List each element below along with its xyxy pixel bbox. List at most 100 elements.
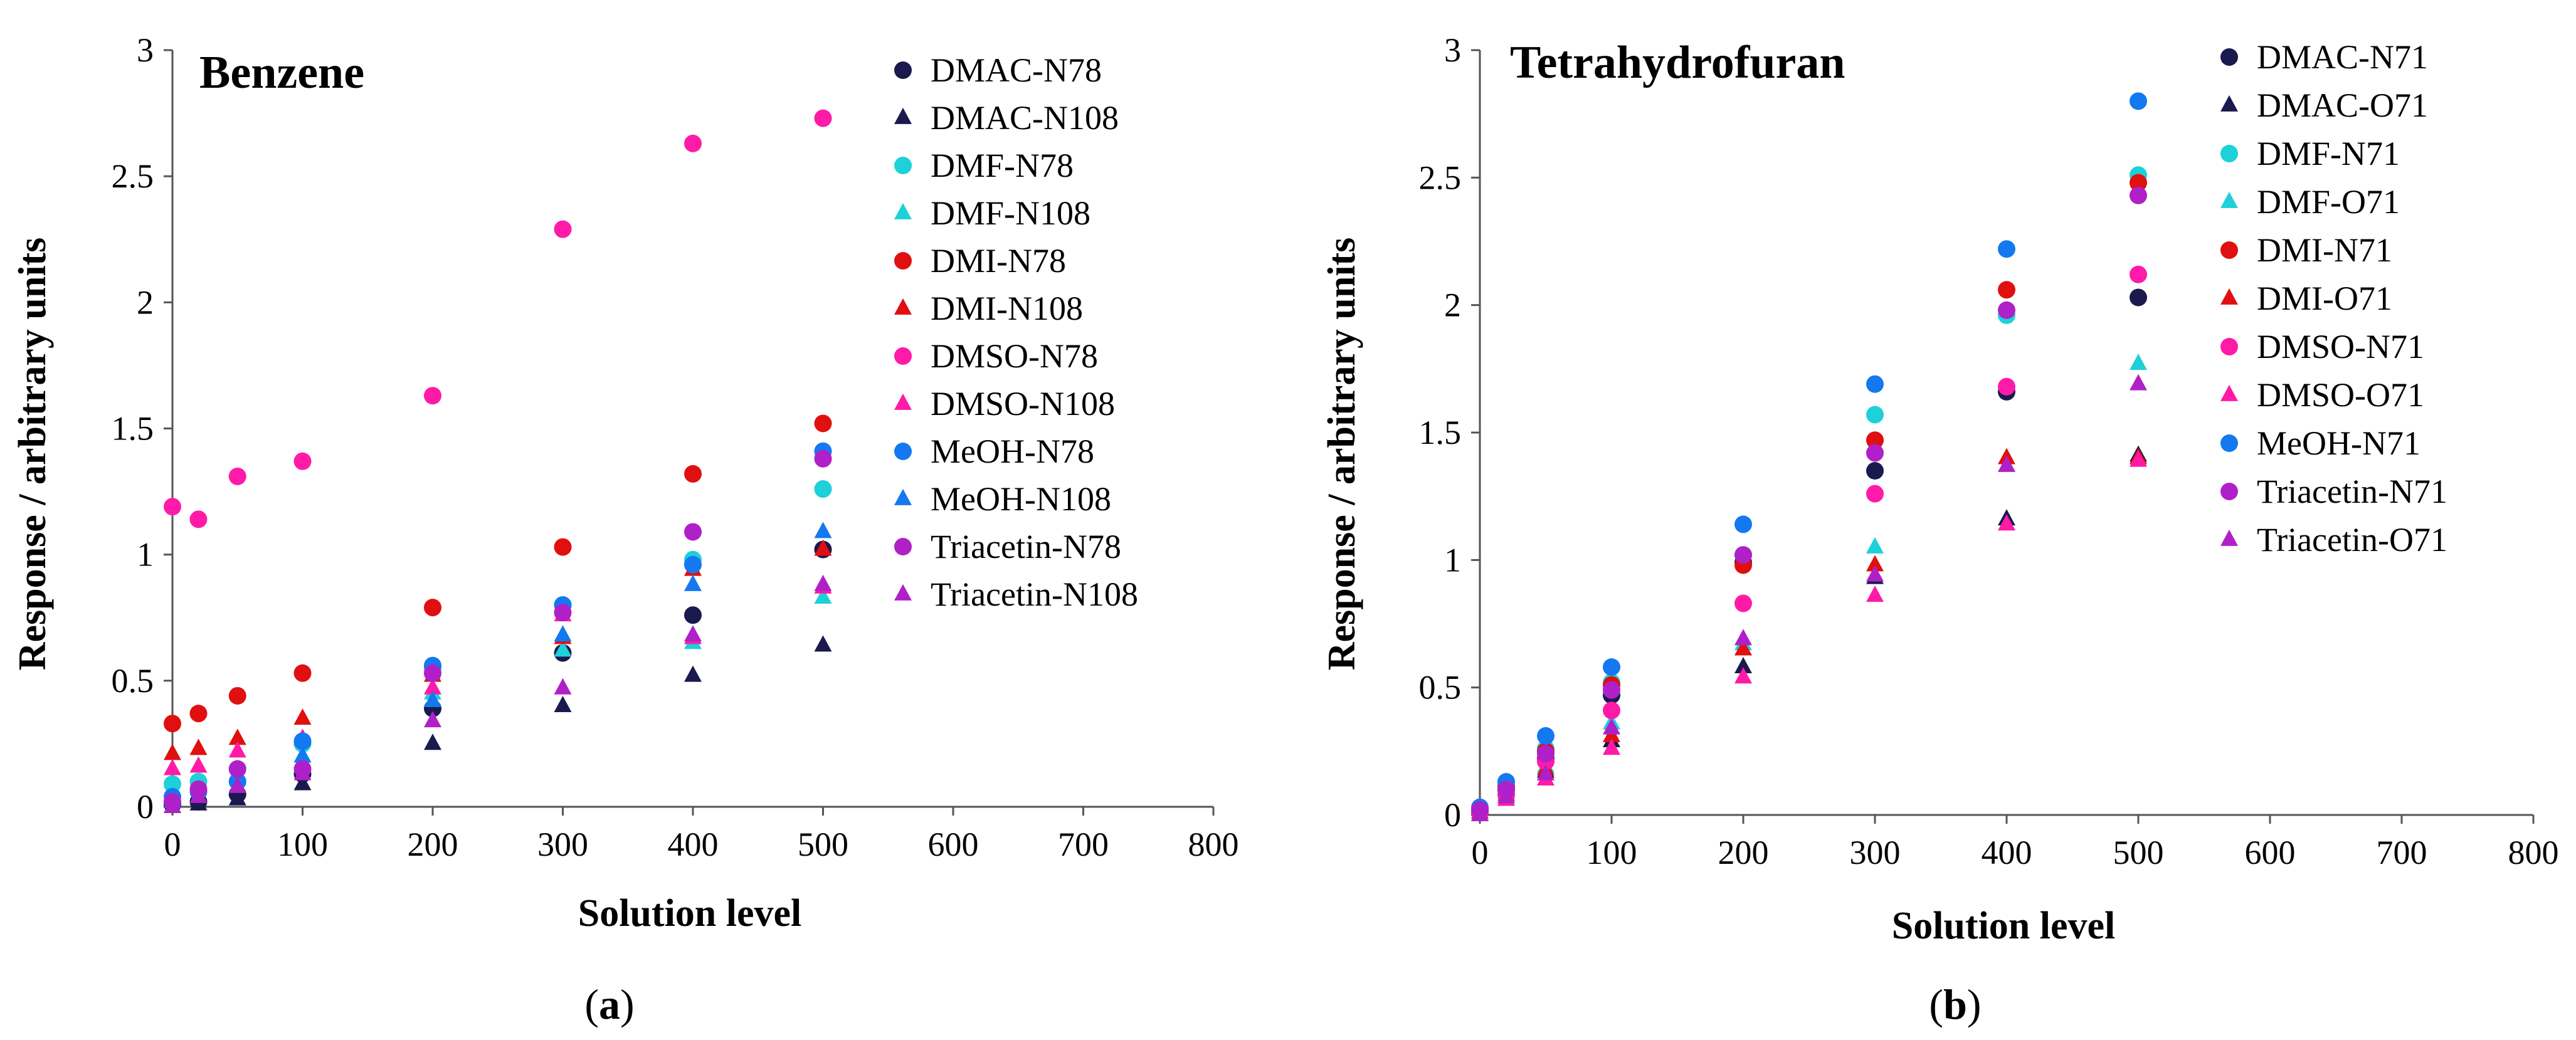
data-point-triangle [293, 774, 312, 791]
data-point-triangle [814, 635, 832, 652]
legend-label: DMSO-N78 [931, 337, 1098, 375]
legend-marker-triangle [894, 393, 912, 410]
legend-marker-triangle [2220, 95, 2238, 112]
legend-label: DMSO-N108 [931, 385, 1115, 423]
legend-marker-circle [894, 538, 912, 555]
legend-item: DMF-N71 [2220, 135, 2400, 172]
y-axis-title-a: Response / arbitrary units [11, 238, 54, 671]
series-dmac-n78 [164, 540, 832, 813]
data-point-circle [1734, 546, 1752, 564]
data-point-circle [684, 134, 702, 152]
data-point-triangle [1998, 455, 2015, 472]
legend-item: MeOH-N71 [2220, 424, 2420, 462]
series-dmf-n78 [164, 480, 832, 793]
x-tick-label: 300 [537, 826, 588, 863]
x-tick-label: 100 [1586, 834, 1637, 871]
y-tick-label: 2.5 [1419, 159, 1462, 196]
y-tick-label: 0.5 [112, 662, 154, 700]
x-tick-label: 0 [1472, 834, 1489, 871]
data-point-circle [1866, 406, 1884, 424]
data-point-circle [1866, 431, 1884, 449]
data-point-circle [1998, 240, 2015, 258]
data-point-triangle [2130, 354, 2147, 370]
legend-item: DMF-N108 [894, 194, 1090, 232]
data-point-triangle [1866, 586, 1884, 602]
x-tick-label: 400 [668, 826, 719, 863]
data-point-circle [814, 109, 832, 127]
legend-label: DMAC-N108 [931, 99, 1119, 137]
data-point-circle [684, 606, 702, 624]
data-point-circle [684, 465, 702, 483]
x-tick-label: 800 [2508, 834, 2559, 871]
data-point-triangle [1866, 555, 1884, 572]
y-tick-label: 1.5 [112, 410, 154, 448]
data-point-triangle [554, 695, 572, 712]
data-point-circle [554, 538, 572, 556]
series-triacetin-o71 [1471, 374, 2147, 821]
data-point-circle [814, 414, 832, 433]
legend-item: DMAC-O71 [2220, 87, 2428, 124]
data-point-triangle [228, 728, 246, 745]
series-dmso-o71 [1471, 450, 2147, 821]
data-point-triangle [684, 574, 702, 591]
data-point-circle [1998, 377, 2015, 396]
data-point-triangle [684, 625, 702, 642]
legend-item: DMI-N108 [894, 290, 1083, 327]
data-point-triangle [1734, 629, 1752, 646]
legend-marker-triangle [2220, 288, 2238, 305]
data-point-triangle [293, 764, 312, 780]
legend-item: DMAC-N108 [894, 99, 1119, 137]
data-point-circle [1866, 444, 1884, 462]
data-point-circle [554, 604, 572, 622]
legend-marker-circle [2220, 145, 2238, 162]
x-tick-label: 200 [408, 826, 458, 863]
data-point-triangle [164, 796, 181, 813]
legend-marker-triangle [894, 298, 912, 315]
series-dmso-n71 [1471, 265, 2147, 821]
y-tick-label: 3 [1444, 31, 1461, 69]
series-dmac-n71 [1471, 288, 2147, 821]
data-point-triangle [1998, 514, 2015, 531]
legend-item: DMSO-N108 [894, 385, 1115, 423]
data-point-circle [1603, 681, 1620, 699]
data-point-triangle [1866, 565, 1884, 582]
legend-label: DMSO-N71 [2257, 328, 2424, 365]
caption-a-open: ( [584, 980, 599, 1028]
legend-b: DMAC-N71 DMAC-O71 DMF-N71 DMF-O71 DMI-N71 DMI… [2220, 38, 2447, 559]
data-point-triangle [1734, 657, 1752, 674]
data-point-circle [1866, 375, 1884, 393]
data-point-circle [814, 449, 832, 468]
data-point-circle [2130, 265, 2147, 283]
x-tick-label: 500 [2113, 834, 2164, 871]
legend-a: DMAC-N78 DMAC-N108 DMF-N78 DMF-N108 DMI-N78 D… [894, 51, 1138, 613]
legend-label: DMF-N78 [931, 147, 1074, 184]
series-dmso-n78 [164, 109, 832, 528]
legend-marker-circle [894, 443, 912, 460]
legend-item: Triacetin-N78 [894, 528, 1121, 565]
data-point-circle [1537, 727, 1555, 745]
caption-a: (a) [584, 980, 634, 1028]
data-point-circle [1603, 701, 1620, 720]
data-point-triangle [164, 759, 181, 775]
y-tick-label: 2.5 [112, 157, 154, 195]
y-tick-label: 3 [137, 31, 154, 69]
legend-marker-triangle [2220, 191, 2238, 208]
legend-item: Triacetin-N108 [894, 575, 1138, 613]
data-point-triangle [164, 743, 181, 760]
data-point-circle [1998, 301, 2015, 319]
legend-label: DMAC-N71 [2257, 38, 2428, 76]
legend-marker-triangle [2220, 529, 2238, 546]
data-point-triangle [424, 690, 441, 707]
data-point-circle [1734, 515, 1752, 533]
data-point-triangle [554, 678, 572, 695]
data-point-circle [1866, 485, 1884, 503]
series-meoh-n78 [164, 442, 832, 806]
data-point-circle [293, 452, 312, 470]
data-point-triangle [228, 776, 246, 793]
data-point-triangle [554, 625, 572, 642]
chart-title-a: Benzene [199, 47, 364, 98]
data-point-triangle [424, 733, 441, 750]
data-point-triangle [189, 738, 208, 755]
legend-item: DMSO-N78 [894, 337, 1098, 375]
y-tick-label: 1.5 [1419, 414, 1462, 451]
